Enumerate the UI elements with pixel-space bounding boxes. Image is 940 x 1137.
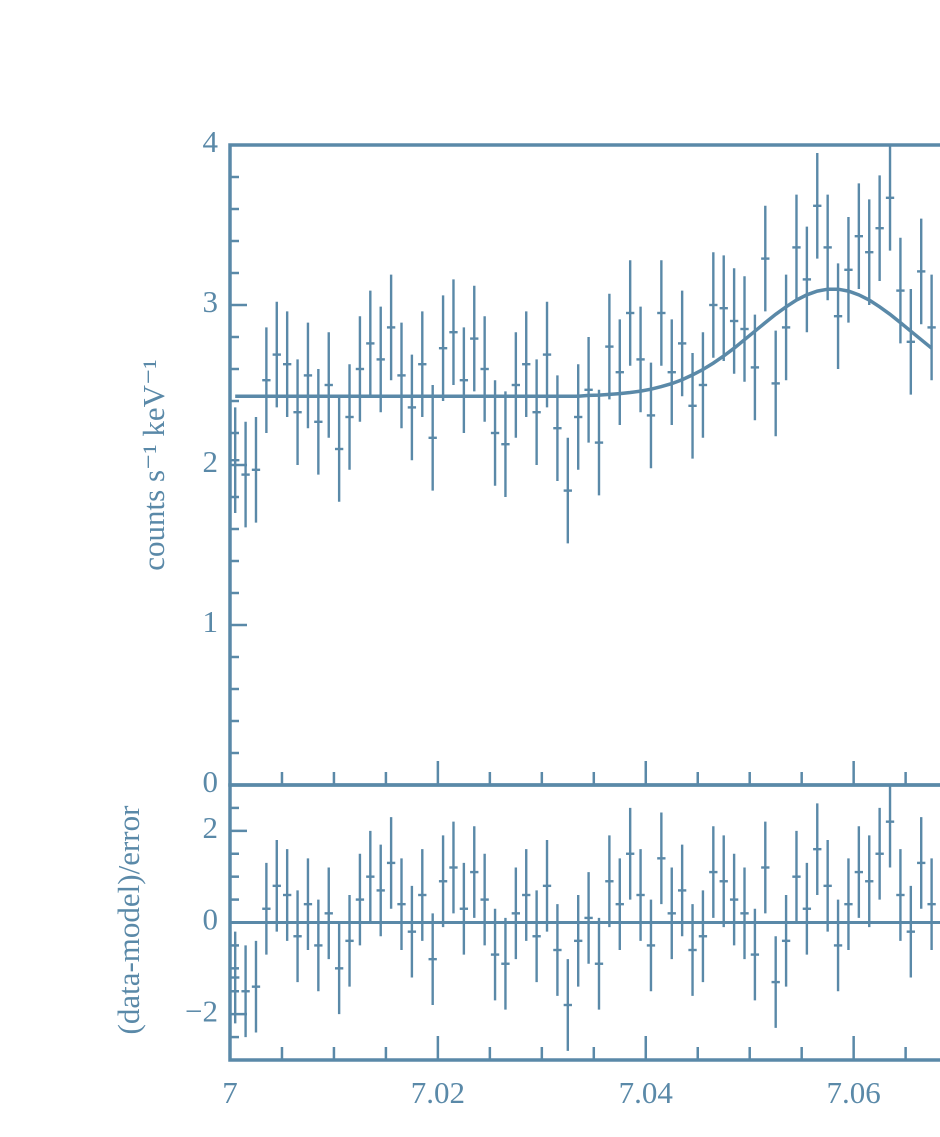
y-tick-label: 4 bbox=[203, 124, 219, 159]
y-tick-label: −2 bbox=[185, 993, 218, 1028]
x-tick-label: 7.06 bbox=[827, 1075, 881, 1110]
plot-area bbox=[231, 145, 936, 544]
plot-frame bbox=[228, 143, 940, 787]
plot-area bbox=[230, 785, 940, 1051]
y-tick-label: 2 bbox=[203, 444, 219, 479]
x-tick-label: 7 bbox=[222, 1075, 238, 1110]
y-tick-label: 1 bbox=[203, 604, 219, 639]
y-axis-label: (data-model)/error bbox=[111, 805, 146, 1035]
y-tick-label: 2 bbox=[203, 810, 219, 845]
model-line bbox=[235, 287, 933, 398]
x-tick-label: 7.02 bbox=[411, 1075, 465, 1110]
y-tick-label: 0 bbox=[203, 764, 219, 799]
y-tick-label: 3 bbox=[203, 284, 219, 319]
y-tick-label: 0 bbox=[203, 902, 219, 937]
x-tick-label: 7.04 bbox=[619, 1075, 674, 1110]
y-axis-label: counts s⁻¹ keV⁻¹ bbox=[136, 359, 171, 570]
